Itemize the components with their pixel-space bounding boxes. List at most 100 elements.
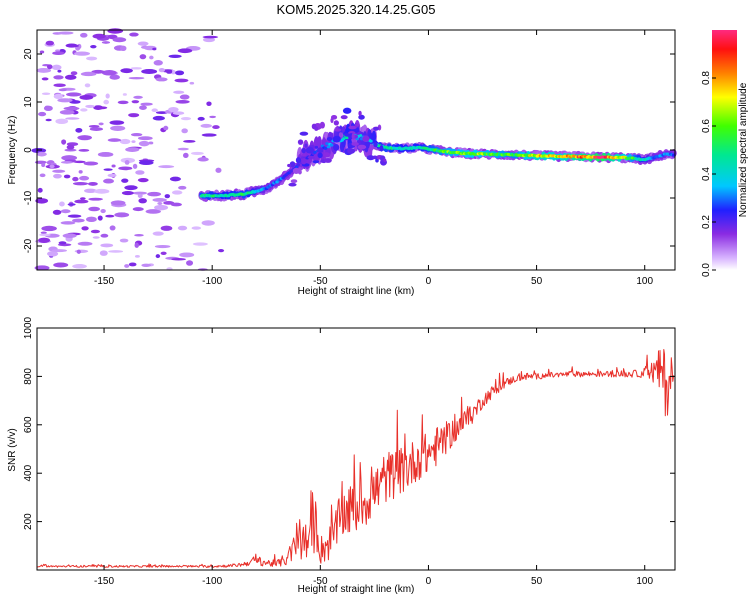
spectrogram-noise-speckle <box>107 173 117 178</box>
spectrogram-noise-speckle <box>100 243 114 248</box>
spectrogram-noise-speckle <box>59 201 65 207</box>
colorbar-ticks: 0.0 0.2 0.4 0.6 0.8 <box>701 71 716 277</box>
spectrogram-noise-speckle <box>155 254 161 259</box>
spectrogram-noise-speckle <box>168 54 182 58</box>
spectrogram-noise-speckle <box>110 200 126 206</box>
spectrogram-noise-speckle <box>35 198 49 204</box>
spectrogram-noise-speckle <box>175 70 185 76</box>
spectrogram-noise-speckle <box>53 83 66 87</box>
spectrogram-noise-speckle <box>131 140 136 144</box>
spectrogram-noise-speckle <box>62 233 77 239</box>
spectrogram-noise-speckle <box>110 125 126 131</box>
spectrogram-noise-speckle <box>149 55 154 60</box>
spectrogram-noise-speckle <box>57 31 74 35</box>
spectrogram-noise-speckle <box>160 251 167 255</box>
spectrogram-noise-speckle <box>137 136 153 141</box>
spectrogram-noise-speckle <box>130 133 143 137</box>
spectrogram-transition-blob <box>354 123 360 127</box>
spectrogram-transition-blob <box>324 158 332 163</box>
spectrogram-noise-speckle <box>45 40 54 46</box>
spectrogram-noise-speckle <box>78 148 90 152</box>
spectrogram-noise-speckle <box>75 127 83 133</box>
spectrogram-noise-speckle <box>124 264 130 268</box>
spectrogram-noise-speckle <box>132 191 148 195</box>
spectrogram-transition-blob <box>301 158 307 165</box>
spectrogram-noise-speckle <box>81 226 89 231</box>
spectrogram-noise-speckle <box>103 168 113 171</box>
spectrogram-noise-speckle <box>218 248 225 253</box>
spectrogram-noise-speckle <box>97 215 103 221</box>
spectrogram-noise-speckle <box>152 115 165 121</box>
spectrogram-noise-speckle <box>132 207 144 212</box>
spectrogram-ridge-cell <box>317 136 322 148</box>
colorbar-label: Normalized spectral amplitude <box>738 82 749 217</box>
spectrogram-noise-speckle <box>141 263 152 267</box>
spectrogram-noise-speckle <box>59 109 75 115</box>
spectrogram-noise-speckle <box>206 101 212 106</box>
spectrogram-y-tick-label: 20 <box>23 48 34 60</box>
spectrogram-noise-speckle <box>201 133 217 137</box>
spectrogram-noise-speckle <box>197 157 209 162</box>
spectrogram-noise-speckle <box>74 199 89 204</box>
spectrogram-noise-speckle <box>66 92 82 97</box>
spectrogram-noise-speckle <box>60 209 71 214</box>
spectrogram-y-tick-label: 10 <box>23 96 34 108</box>
spectrogram-noise-speckle <box>58 241 67 245</box>
spectrogram-noise-speckle <box>192 242 208 246</box>
snr-x-tick-label: -150 <box>94 576 114 587</box>
spectrogram-noise-speckle <box>175 99 190 104</box>
spectrogram-noise-speckle <box>201 220 215 226</box>
colorbar-tick-label: 0.0 <box>701 263 712 277</box>
spectrogram-noise-speckle <box>60 221 76 225</box>
spectrogram-noise-speckle <box>65 117 80 120</box>
spectrogram-noise-speckle <box>181 128 188 134</box>
spectrogram-transition-blob <box>342 107 352 114</box>
colorbar-tick-label: 0.2 <box>701 215 712 229</box>
colorbar-tick-label: 0.8 <box>701 71 712 85</box>
snr-x-tick-label: -50 <box>313 576 328 587</box>
spectrogram-transition-blob <box>307 155 315 159</box>
spectrogram-noise-speckle <box>105 214 115 218</box>
spectrogram-ridge-cell <box>313 150 317 154</box>
spectrogram-x-tick-label: 50 <box>531 276 543 287</box>
spectrogram-noise-speckle <box>134 233 144 237</box>
spectrogram-transition-blob <box>305 146 315 154</box>
spectrogram-transition-blob <box>362 135 370 143</box>
spectrogram-noise-speckle <box>135 170 145 175</box>
colorbar-tick-label: 0.4 <box>701 167 712 181</box>
spectrogram-noise-speckle <box>88 125 100 128</box>
snr-frame <box>36 327 676 571</box>
spectrogram-noise-speckle <box>137 193 143 198</box>
spectrogram-transition-blob <box>358 110 362 116</box>
snr-x-tick-label: 50 <box>531 576 543 587</box>
spectrogram-noise-speckle <box>63 174 71 179</box>
spectrogram-noise-speckle <box>41 225 57 232</box>
spectrogram-noise-speckle <box>128 262 137 267</box>
spectrogram-transition-blob <box>347 147 356 154</box>
spectrogram-noise-speckle <box>53 93 64 100</box>
spectrogram-y-tick-label: -20 <box>23 238 34 253</box>
spectrogram-noise-speckle <box>183 140 196 143</box>
spectrogram-noise-speckle <box>209 115 216 119</box>
spectrogram-noise-speckle <box>118 166 133 171</box>
spectrogram-noise-speckle <box>55 49 61 52</box>
spectrogram-noise-speckle <box>89 127 104 131</box>
spectrogram-noise-speckle <box>97 151 114 157</box>
spectrogram-noise-speckle <box>120 68 133 74</box>
spectrogram-noise-speckle <box>92 236 100 239</box>
spectrogram-transition-blob <box>358 114 365 120</box>
spectrogram-noise-speckle <box>139 54 147 60</box>
spectrogram-x-tick-label: -100 <box>202 276 222 287</box>
snr-x-tick-label: 0 <box>426 576 432 587</box>
spectrogram-transition-blob <box>301 153 307 157</box>
spectrogram-noise-speckle <box>132 163 138 169</box>
spectrogram-noise-speckle <box>141 68 158 74</box>
spectrogram-noise-speckle <box>114 212 130 218</box>
spectrogram-noise-speckle <box>179 252 195 258</box>
spectrogram-noise-speckle <box>128 76 145 80</box>
spectrogram-noise-speckle <box>79 94 94 100</box>
spectrogram-noise-speckle <box>215 167 222 173</box>
spectrogram-ridge-cell <box>325 142 329 146</box>
spectrogram-transition-blob <box>372 155 378 160</box>
